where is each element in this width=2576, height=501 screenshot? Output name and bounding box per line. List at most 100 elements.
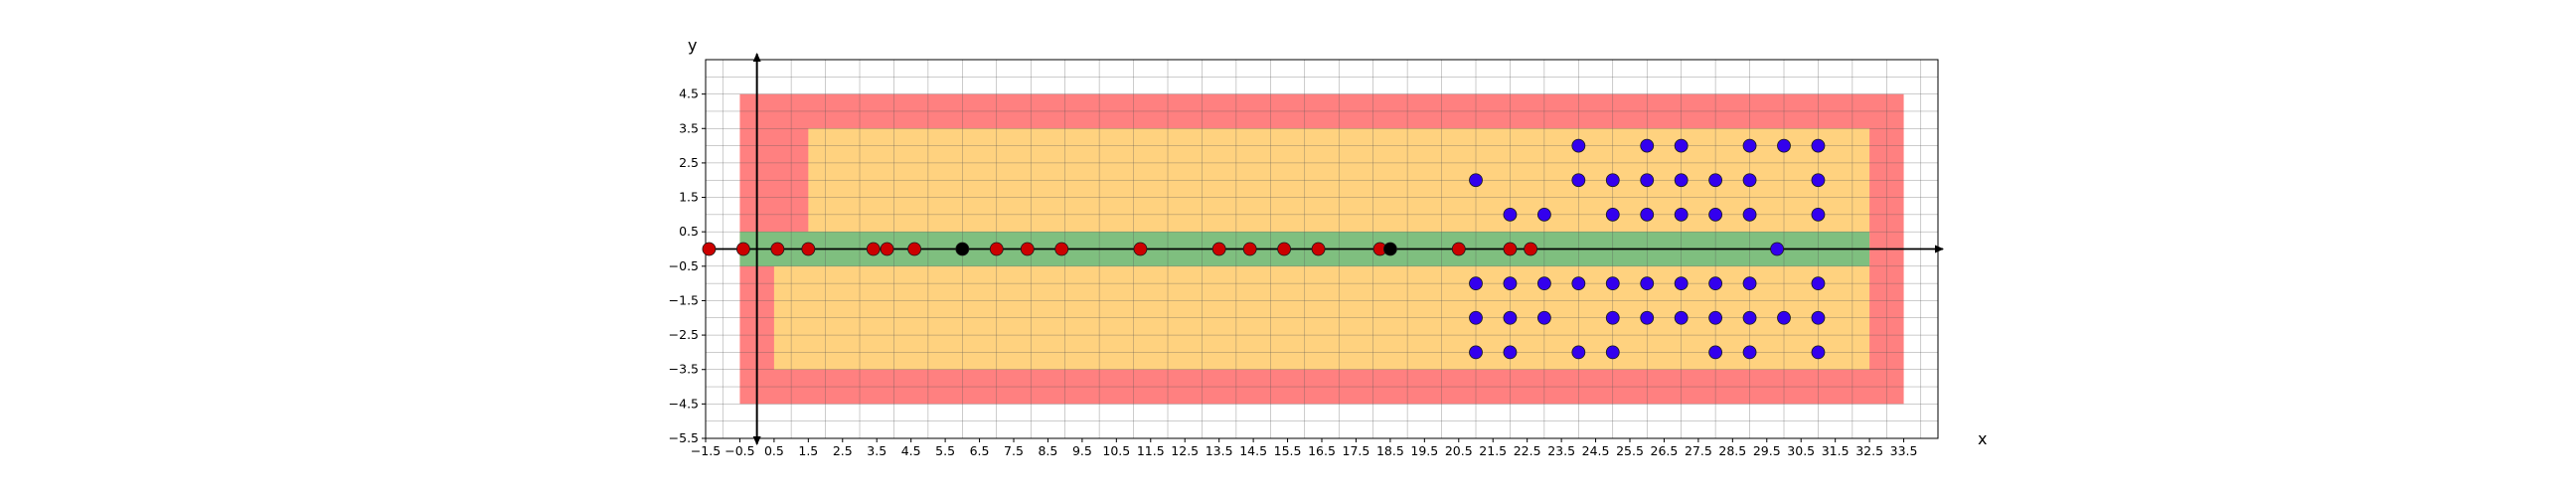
y-axis-title: y — [688, 36, 697, 55]
data-point-series-0 — [801, 242, 816, 256]
x-tick-label: 0.5 — [764, 443, 784, 458]
data-point-series-0 — [770, 242, 785, 256]
data-point-series-2 — [1503, 345, 1518, 360]
x-tick-label: 32.5 — [1855, 443, 1883, 458]
x-tick-label: 4.5 — [901, 443, 921, 458]
data-point-series-2 — [1708, 173, 1723, 188]
data-point-series-2 — [1742, 310, 1757, 325]
data-point-series-2 — [1605, 276, 1620, 291]
data-point-series-0 — [1503, 242, 1518, 256]
y-tick-label: −0.5 — [669, 258, 699, 273]
x-tick-label: 31.5 — [1822, 443, 1850, 458]
data-point-series-2 — [1708, 276, 1723, 291]
data-point-series-0 — [1311, 242, 1326, 256]
data-point-series-2 — [1674, 276, 1689, 291]
data-point-series-2 — [1536, 276, 1551, 291]
x-tick-label: 5.5 — [935, 443, 955, 458]
x-tick-label: 23.5 — [1547, 443, 1575, 458]
data-point-series-2 — [1503, 276, 1518, 291]
x-tick-label: −0.5 — [724, 443, 754, 458]
data-point-series-2 — [1469, 276, 1483, 291]
data-point-series-2 — [1640, 138, 1655, 153]
data-point-series-2 — [1811, 345, 1826, 360]
data-point-series-2 — [1640, 310, 1655, 325]
data-point-series-2 — [1571, 345, 1586, 360]
data-point-series-0 — [1133, 242, 1148, 256]
x-tick-label: 6.5 — [970, 443, 990, 458]
data-point-series-2 — [1742, 207, 1757, 222]
data-point-series-0 — [1020, 242, 1035, 256]
data-point-series-0 — [880, 242, 894, 256]
x-tick-label: 20.5 — [1445, 443, 1473, 458]
y-tick-label: −3.5 — [669, 362, 699, 377]
data-point-series-0 — [1524, 242, 1538, 256]
data-point-series-2 — [1742, 173, 1757, 188]
data-point-series-0 — [1211, 242, 1226, 256]
data-point-series-2 — [1777, 310, 1791, 325]
x-tick-label: 10.5 — [1102, 443, 1130, 458]
data-point-series-2 — [1640, 276, 1655, 291]
data-point-series-2 — [1674, 173, 1689, 188]
data-point-series-2 — [1811, 276, 1826, 291]
data-point-series-2 — [1571, 138, 1586, 153]
data-point-series-0 — [907, 242, 922, 256]
x-tick-label: 30.5 — [1787, 443, 1815, 458]
data-point-series-2 — [1674, 207, 1689, 222]
x-tick-label: 22.5 — [1514, 443, 1541, 458]
x-tick-label: 11.5 — [1137, 443, 1165, 458]
x-tick-label: 8.5 — [1038, 443, 1057, 458]
data-point-series-2 — [1571, 276, 1586, 291]
x-tick-label: 15.5 — [1274, 443, 1302, 458]
x-tick-label: 17.5 — [1343, 443, 1370, 458]
x-tick-label: 16.5 — [1308, 443, 1336, 458]
data-point-series-2 — [1811, 207, 1826, 222]
data-point-series-1 — [1382, 242, 1397, 256]
y-tick-label: −4.5 — [669, 396, 699, 411]
y-tick-label: 0.5 — [679, 224, 699, 239]
x-tick-label: 3.5 — [867, 443, 886, 458]
data-point-series-2 — [1605, 173, 1620, 188]
y-tick-label: −5.5 — [669, 430, 699, 445]
data-point-series-2 — [1708, 345, 1723, 360]
y-tick-label: 4.5 — [679, 86, 699, 101]
data-point-series-2 — [1770, 242, 1785, 256]
data-point-series-0 — [1277, 242, 1292, 256]
x-tick-label: 19.5 — [1410, 443, 1438, 458]
x-tick-label: 27.5 — [1685, 443, 1712, 458]
data-point-series-2 — [1536, 310, 1551, 325]
data-point-series-0 — [866, 242, 881, 256]
data-point-series-2 — [1708, 207, 1723, 222]
x-tick-label: 18.5 — [1376, 443, 1404, 458]
data-point-series-2 — [1503, 207, 1518, 222]
y-tick-label: 3.5 — [679, 120, 699, 135]
x-tick-label: 21.5 — [1479, 443, 1507, 458]
data-point-layer — [702, 138, 1826, 360]
y-tick-label: 2.5 — [679, 155, 699, 170]
data-point-series-0 — [989, 242, 1004, 256]
x-tick-label: 1.5 — [798, 443, 818, 458]
data-point-series-2 — [1605, 345, 1620, 360]
data-point-series-2 — [1536, 207, 1551, 222]
x-tick-label: 29.5 — [1753, 443, 1781, 458]
data-point-series-2 — [1742, 138, 1757, 153]
data-point-series-2 — [1674, 310, 1689, 325]
y-tick-label: −2.5 — [669, 327, 699, 342]
data-point-series-0 — [702, 242, 717, 256]
data-point-series-2 — [1640, 207, 1655, 222]
x-tick-label: 7.5 — [1004, 443, 1024, 458]
data-point-series-2 — [1811, 173, 1826, 188]
x-tick-label: 2.5 — [833, 443, 853, 458]
data-point-series-2 — [1777, 138, 1791, 153]
data-point-series-2 — [1742, 345, 1757, 360]
x-tick-label: 9.5 — [1072, 443, 1092, 458]
x-tick-label: 14.5 — [1239, 443, 1267, 458]
data-point-series-2 — [1708, 310, 1723, 325]
data-point-series-2 — [1469, 310, 1483, 325]
x-tick-label: 12.5 — [1171, 443, 1199, 458]
data-point-series-2 — [1469, 345, 1483, 360]
x-tick-label: 26.5 — [1651, 443, 1679, 458]
y-tick-label: 1.5 — [679, 190, 699, 205]
data-point-series-0 — [1451, 242, 1466, 256]
y-tick-label: −1.5 — [669, 292, 699, 307]
